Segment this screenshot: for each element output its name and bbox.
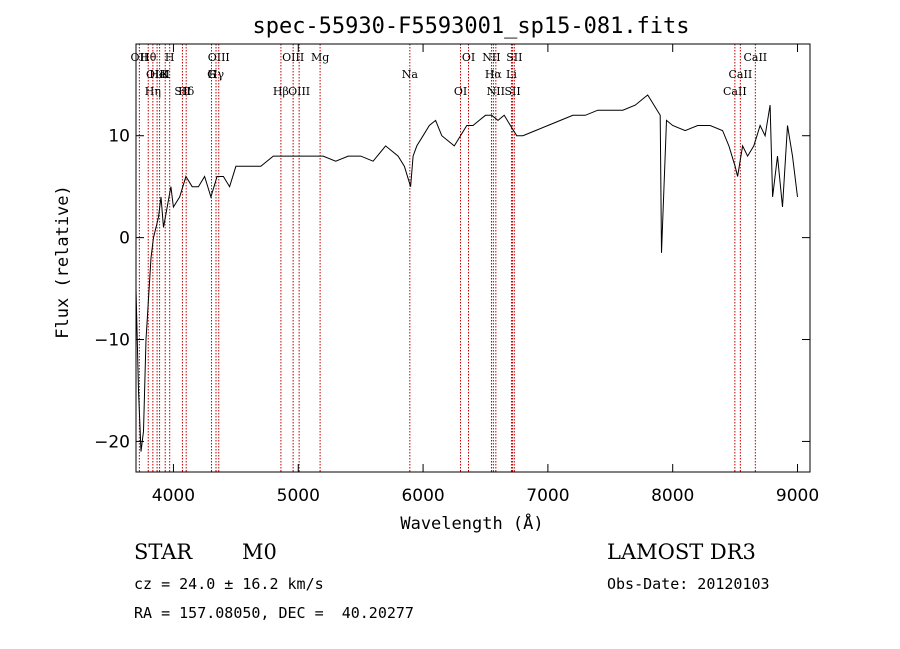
object-class: STAR [134,540,193,564]
line-label-0: Hθ [140,51,157,64]
x-tick-label-5: 9000 [776,486,819,506]
x-axis-label: Wavelength (Å) [400,512,543,534]
line-label-11: Hη [145,85,161,98]
x-tick-label-0: 4000 [152,486,195,506]
line-label-3: OII [131,51,149,64]
line-label-20: SII [504,85,520,98]
line-label-13: G [207,68,216,81]
line-label-15: Mg [311,51,329,64]
flux-series-line [135,94,798,452]
line-label-14: Hβ [273,85,289,98]
line-label-18: OI [462,51,475,64]
x-tick-label-1: 5000 [277,486,320,506]
plot-frame [135,43,811,473]
line-label-21: NII [482,51,500,64]
y-tick-label-2: 0 [119,229,130,249]
chart-title: spec-55930-F5593001_sp15-081.fits [252,14,689,39]
line-label-16: Na [402,68,419,81]
line-label-17: OI [454,85,467,98]
line-label-23: NII [487,85,505,98]
y-tick-label-3: 10 [108,127,130,147]
line-label-2: Hδ [178,85,195,98]
line-label-7: Hγ [208,68,225,81]
y-axis-label: Flux (relative) [53,185,73,339]
redshift-cz: cz = 24.0 ± 16.2 km/s [134,575,324,593]
ra-dec-coordinates: RA = 157.08050, DEC = 40.20277 [134,604,414,622]
line-label-19: Hα [485,68,503,81]
line-label-9: OIII [282,51,304,64]
y-tick-label-1: −10 [94,331,130,351]
observation-date: Obs-Date: 20120103 [607,575,770,593]
line-label-1: K [161,68,170,81]
line-label-5: SII [174,85,190,98]
x-tick-label-4: 8000 [651,486,694,506]
x-tick-label-2: 6000 [401,486,444,506]
line-label-25: CaII [729,68,753,81]
line-label-12: H [165,51,175,64]
line-label-8: OIII [288,85,310,98]
line-label-22: Li [506,68,517,81]
survey-name: LAMOST DR3 [607,540,756,564]
line-label-10: OIII [146,68,168,81]
line-label-4: HeI [149,68,169,81]
object-subclass: M0 [242,540,277,564]
y-tick-label-0: −20 [94,432,130,452]
x-tick-label-3: 7000 [526,486,569,506]
spectral-line-markers [138,44,756,472]
line-label-6: OIII [208,51,230,64]
line-label-27: CaII [743,51,767,64]
line-label-26: CaII [723,85,747,98]
axis-ticks: 4000 5000 6000 7000 8000 9000 −20 −10 0 10 [94,44,819,506]
line-label-24: SII [506,51,522,64]
